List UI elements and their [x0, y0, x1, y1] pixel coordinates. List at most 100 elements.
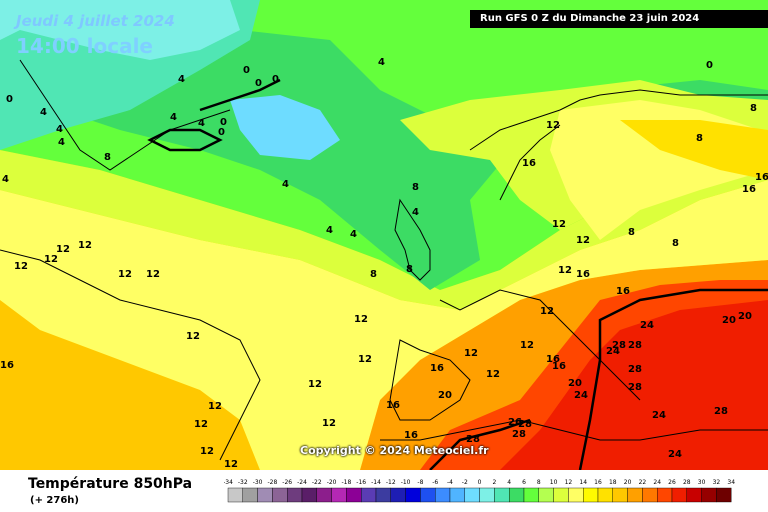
africa-coast [380, 419, 768, 441]
label-x-28d: 28 [628, 382, 642, 393]
scale-swatch [686, 487, 702, 503]
scale-swatch [509, 487, 525, 503]
label-greenland-0a: 0 [6, 94, 13, 105]
label-e-12e: 12 [540, 306, 554, 317]
scale-tick-label: 24 [653, 479, 661, 486]
scale-swatch [287, 487, 303, 503]
label-e-28c: 28 [466, 434, 480, 445]
field-cyan [0, 0, 240, 60]
label-greenland-4e: 4 [2, 174, 9, 185]
label-s-12f: 12 [146, 269, 160, 280]
scale-swatch [434, 487, 451, 503]
field-darkred [500, 300, 768, 470]
legend-bar: Température 850hPa (+ 276h) -34 -32 -30 -28… [0, 470, 768, 512]
iceland-coast [147, 128, 223, 152]
scale-tick-label: 30 [698, 479, 706, 486]
lead-time: (+ 276h) [30, 495, 79, 506]
label-s-12k: 12 [208, 401, 222, 412]
scale-swatch [420, 487, 436, 503]
scale-tick-label: -8 [417, 479, 423, 486]
scale-swatch [627, 487, 643, 503]
scale-tick-label: -30 [253, 479, 263, 486]
color-scale-ticks: -34 -32 -30 -28 -26 -24 -22 -20 -18 -16 -14 -12 -10-… [224, 479, 735, 486]
label-s-12j: 12 [308, 379, 322, 390]
run-info-banner: Run GFS 0 Z du Dimanche 23 juin 2024 [470, 10, 768, 28]
label-x-16a: 16 [616, 286, 630, 297]
label-greenland-0b: 0 [243, 65, 250, 76]
scale-swatch [331, 487, 347, 503]
field-lightblue [230, 95, 340, 160]
label-x-28b: 28 [628, 340, 642, 351]
label-atl-4f: 4 [198, 118, 205, 129]
scale-swatch [257, 487, 273, 503]
scale-tick-label: 2 [492, 479, 496, 486]
scale-tick-label: 4 [507, 479, 511, 486]
scale-tick-label: -14 [371, 479, 381, 486]
field-yellow [0, 180, 768, 470]
coastlines [0, 59, 768, 461]
scale-tick-label: 16 [594, 479, 602, 486]
label-greenland-0d: 0 [272, 74, 279, 85]
label-greenland-0e: 0 [220, 117, 227, 128]
scale-swatch [316, 487, 332, 503]
label-e-8b: 8 [672, 238, 679, 249]
label-greenland-4c: 4 [170, 112, 177, 123]
scale-tick-label: -20 [327, 479, 337, 486]
scale-tick-label: -22 [312, 479, 322, 486]
svalbard-coast [199, 78, 281, 112]
scale-swatch [242, 487, 258, 503]
label-e-16g: 16 [552, 361, 566, 372]
iberia-coast [389, 339, 471, 421]
label-s-12e: 12 [118, 269, 132, 280]
scale-tick-label: 6 [522, 479, 526, 486]
scale-swatch [449, 487, 466, 503]
scale-swatch [716, 487, 732, 503]
greenland-coast [19, 59, 231, 171]
scale-tick-label: 10 [550, 479, 558, 486]
scale-tick-label: 0 [478, 479, 482, 486]
scale-swatch [346, 487, 362, 503]
scale-swatch [479, 487, 495, 503]
label-s-12h: 12 [354, 314, 368, 325]
scale-swatch [494, 487, 510, 503]
label-e-12d: 12 [558, 265, 572, 276]
label-x-20b: 20 [738, 311, 752, 322]
scale-tick-label: -10 [401, 479, 411, 486]
label-x-28a: 28 [612, 340, 626, 351]
label-s-12d: 12 [78, 240, 92, 251]
label-greenland-4b: 4 [56, 124, 63, 135]
label-e-12c: 12 [576, 235, 590, 246]
label-x-28c: 28 [628, 364, 642, 375]
label-e-28b: 28 [512, 429, 526, 440]
label-e-8a: 8 [628, 227, 635, 238]
label-atl-4a: 4 [282, 179, 289, 190]
scale-swatch [597, 487, 614, 503]
scale-tick-label: 12 [565, 479, 573, 486]
temperature-map: 0 0 0 0 0 4 4 4 8 4 4 0 4 4 4 4 4 4 4 8 … [0, 0, 768, 470]
field-lightgreen [0, 150, 768, 310]
label-e-12a: 12 [546, 120, 560, 131]
scale-tick-label: 18 [609, 479, 617, 486]
label-s-12b: 12 [44, 254, 58, 265]
field-orange-sw [0, 300, 260, 470]
label-x-16b: 16 [742, 184, 756, 195]
label-e-16d: 16 [546, 354, 560, 365]
scale-tick-label: 20 [624, 479, 632, 486]
label-x-0: 0 [218, 127, 225, 138]
forecast-date: Jeudi 4 juillet 2024 [16, 12, 175, 30]
scale-tick-label: 8 [537, 479, 541, 486]
scale-swatch [612, 487, 628, 503]
label-greenland-8: 8 [104, 152, 111, 163]
label-s-12i: 12 [358, 354, 372, 365]
scale-swatch [568, 487, 584, 503]
norway-coast [499, 124, 561, 201]
label-greenland-0f: 0 [706, 60, 713, 71]
label-atl-8b: 8 [406, 264, 413, 275]
scale-swatch [538, 487, 554, 503]
forecast-local-time: 14:00 locale [16, 34, 153, 58]
copyright-notice: Copyright © 2024 Meteociel.fr [300, 444, 489, 457]
scale-tick-label: -32 [238, 479, 248, 486]
label-e-12f: 12 [520, 340, 534, 351]
label-e-28a: 28 [518, 419, 532, 430]
label-x-24a: 24 [640, 320, 654, 331]
